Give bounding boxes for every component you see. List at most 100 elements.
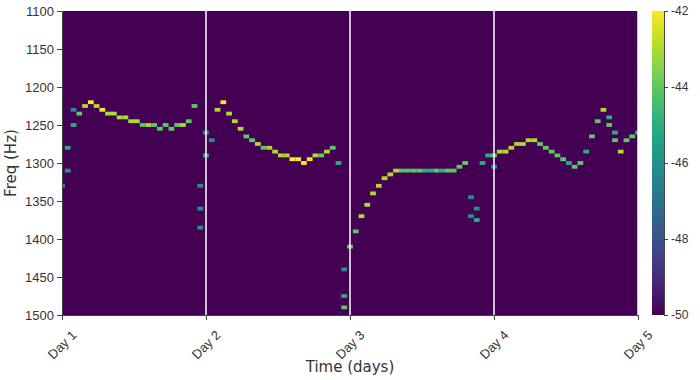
heatmap-cell	[422, 169, 428, 173]
y-tick-label: 1400	[25, 232, 54, 247]
heatmap-cell	[445, 169, 451, 173]
plot-area	[62, 11, 638, 315]
y-axis: 110011501200125013001350140014501500	[25, 4, 62, 323]
heatmap-cell	[255, 142, 261, 146]
heatmap-cell	[157, 127, 163, 131]
colorbar-tick: -46	[664, 156, 689, 170]
heatmap-cell	[226, 112, 232, 116]
x-tick: Day 2	[189, 315, 224, 362]
y-axis-title: Freq (Hz)	[2, 129, 20, 197]
x-tick: Day 3	[333, 315, 368, 362]
y-tick-label: 1500	[25, 308, 54, 323]
heatmap-cell	[163, 123, 169, 127]
colorbar-tick-mark	[664, 163, 668, 164]
heatmap-cell	[105, 112, 111, 116]
heatmap-cell	[336, 161, 342, 165]
heatmap-cell	[169, 127, 175, 131]
heatmap-cell	[128, 119, 134, 123]
heatmap-cell	[578, 161, 584, 165]
heatmap-cell	[71, 108, 77, 112]
x-tick-label: Day 5	[621, 327, 656, 362]
heatmap-cell	[220, 100, 226, 104]
heatmap-cell	[151, 123, 157, 127]
x-tick: Day 4	[477, 315, 512, 362]
x-tick-mark	[350, 315, 351, 320]
heatmap-cell	[180, 123, 186, 127]
heatmap-cell	[589, 135, 595, 139]
heatmap-cell	[278, 154, 284, 158]
colorbar-tick: -48	[664, 232, 689, 246]
heatmap-cell	[209, 138, 215, 142]
heatmap-cell	[485, 154, 491, 158]
y-tick-label: 1250	[25, 118, 54, 133]
plot-background	[62, 11, 638, 315]
heatmap-cell	[301, 161, 307, 165]
x-tick-label: Day 1	[45, 327, 80, 362]
y-tick-mark	[57, 125, 62, 126]
heatmap-cell	[612, 131, 618, 135]
x-tick-mark	[206, 315, 207, 320]
y-tick-mark	[57, 87, 62, 88]
y-tick-label: 1450	[25, 270, 54, 285]
heatmap-cell	[399, 169, 405, 173]
heatmap-cell	[393, 169, 399, 173]
heatmap-cell	[606, 123, 612, 127]
x-tick: Day 5	[621, 315, 656, 362]
heatmap-cell	[531, 138, 537, 142]
heatmap-cell	[537, 142, 543, 146]
heatmap-cell	[526, 138, 532, 142]
colorbar-tick-label: -46	[671, 156, 689, 170]
colorbar-tick-mark	[664, 11, 668, 12]
heatmap-cell	[480, 161, 486, 165]
heatmap-cell	[364, 203, 370, 207]
heatmap-cell	[514, 142, 520, 146]
heatmap-cell	[387, 173, 393, 177]
heatmap-cell	[583, 150, 589, 154]
y-tick: 1200	[25, 80, 62, 95]
x-tick-label: Day 4	[477, 327, 512, 362]
y-tick-mark	[57, 239, 62, 240]
colorbar-tick: -42	[664, 4, 689, 18]
heatmap-cell	[232, 119, 238, 123]
heatmap-cell	[341, 268, 347, 272]
colorbar-axis: -50-48-46-44-42	[664, 4, 689, 322]
heatmap-cell	[359, 214, 365, 218]
heatmap-cell	[111, 112, 117, 116]
colorbar-tick-label: -42	[671, 4, 689, 18]
heatmap-cell	[71, 123, 77, 127]
heatmap-cell	[313, 154, 319, 158]
y-tick-label: 1200	[25, 80, 54, 95]
heatmap-cell	[290, 157, 296, 161]
heatmap-cell	[508, 146, 514, 150]
heatmap-cell	[318, 154, 324, 158]
heatmap-cell	[560, 157, 566, 161]
y-tick: 1500	[25, 308, 62, 323]
heatmap-cell	[82, 104, 88, 108]
heatmap-cell	[215, 108, 221, 112]
x-tick-label: Day 2	[189, 327, 224, 362]
colorbar-tick-label: -50	[671, 308, 689, 322]
x-tick-mark	[494, 315, 495, 320]
heatmap-cell	[376, 184, 382, 188]
colorbar-tick-mark	[664, 239, 668, 240]
y-tick: 1350	[25, 194, 62, 209]
heatmap-cell	[324, 150, 330, 154]
heatmap-cell	[192, 104, 198, 108]
heatmap-cell	[197, 226, 203, 230]
plot: Day 1Day 2Day 3Day 4Day 5110011501200125…	[25, 4, 655, 362]
y-tick-mark	[57, 201, 62, 202]
heatmap-cell	[249, 138, 255, 142]
colorbar-gradient	[652, 11, 664, 315]
heatmap-cell	[197, 184, 203, 188]
x-tick-label: Day 3	[333, 327, 368, 362]
heatmap-cell	[382, 176, 388, 180]
heatmap-cell	[520, 142, 526, 146]
colorbar-tick-mark	[664, 315, 668, 316]
heatmap-cell	[186, 119, 192, 123]
x-axis-title: Time (days)	[305, 358, 395, 376]
y-tick-label: 1350	[25, 194, 54, 209]
y-tick-label: 1300	[25, 156, 54, 171]
y-tick: 1450	[25, 270, 62, 285]
heatmap-cell	[497, 150, 503, 154]
heatmap-cell	[370, 192, 376, 196]
